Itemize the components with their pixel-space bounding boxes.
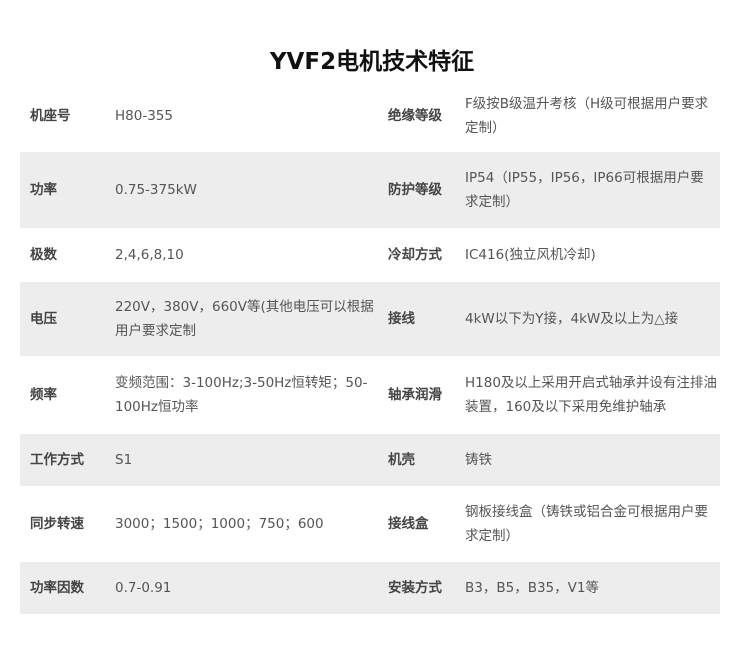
page-title: YVF2电机技术特征 — [269, 49, 475, 75]
spec-label: 极数 — [30, 247, 57, 263]
spec-value: 2,4,6,8,10 — [115, 247, 184, 263]
spec-value: 220V，380V，660V等(其他电压可以根据用户要求定制 — [115, 299, 374, 339]
spec-value: H80-355 — [115, 108, 173, 124]
spec-value: B3，B5，B35，V1等 — [465, 580, 599, 596]
spec-label: 轴承润滑 — [388, 387, 442, 403]
spec-label: 功率因数 — [30, 580, 84, 596]
table-row: 工作方式 S1 机壳 铸铁 — [20, 434, 720, 486]
spec-label: 机壳 — [388, 452, 415, 468]
spec-value: 0.75-375kW — [115, 182, 197, 198]
spec-label: 工作方式 — [30, 452, 84, 468]
spec-value: H180及以上采用开启式轴承并设有注排油装置，160及以下采用免维护轴承 — [465, 375, 717, 415]
spec-label: 同步转速 — [30, 516, 84, 532]
spec-label: 功率 — [30, 182, 57, 198]
spec-label: 机座号 — [30, 108, 71, 124]
spec-value: IC416(独立风机冷却) — [465, 247, 596, 263]
spec-label: 接线 — [388, 311, 415, 327]
spec-value: F级按B级温升考核（H级可根据用户要求定制） — [465, 96, 709, 136]
spec-value: 变频范围：3-100Hz;3-50Hz恒转矩；50-100Hz恒功率 — [115, 375, 368, 415]
spec-label: 防护等级 — [388, 182, 442, 198]
table-row: 电压 220V，380V，660V等(其他电压可以根据用户要求定制 接线 4kW以下为… — [20, 282, 720, 356]
spec-label: 绝缘等级 — [388, 108, 442, 124]
table-row: 同步转速 3000；1500；1000；750；600 接线盒 钢板接线盒（铸铁或铝合… — [20, 486, 720, 562]
spec-value: S1 — [115, 452, 133, 468]
spec-label: 接线盒 — [388, 516, 429, 532]
spec-value: 4kW以下为Y接，4kW及以上为△接 — [465, 311, 679, 327]
spec-value: 钢板接线盒（铸铁或铝合金可根据用户要求定制） — [465, 504, 708, 544]
spec-label: 电压 — [30, 311, 57, 327]
table-row: 功率 0.75-375kW 防护等级 IP54（IP55，IP56，IP66可根据用户… — [20, 152, 720, 228]
table-row: 频率 变频范围：3-100Hz;3-50Hz恒转矩；50-100Hz恒功率 轴承润滑… — [20, 356, 720, 434]
spec-value: 0.7-0.91 — [115, 580, 172, 596]
table-row: 功率因数 0.7-0.91 安装方式 B3，B5，B35，V1等 — [20, 562, 720, 614]
spec-value: IP54（IP55，IP56，IP66可根据用户要求定制） — [465, 170, 704, 210]
spec-label: 冷却方式 — [388, 247, 442, 263]
spec-value: 铸铁 — [465, 452, 492, 468]
spec-value: 3000；1500；1000；750；600 — [115, 516, 324, 532]
spec-label: 频率 — [30, 387, 57, 403]
spec-label: 安装方式 — [388, 580, 442, 596]
table-row: 机座号 H80-355 绝缘等级 F级按B级温升考核（H级可根据用户要求定制） — [20, 80, 720, 152]
table-row: 极数 2,4,6,8,10 冷却方式 IC416(独立风机冷却) — [20, 228, 720, 282]
spec-table: 机座号 H80-355 绝缘等级 F级按B级温升考核（H级可根据用户要求定制） 功率 0.… — [20, 80, 720, 614]
